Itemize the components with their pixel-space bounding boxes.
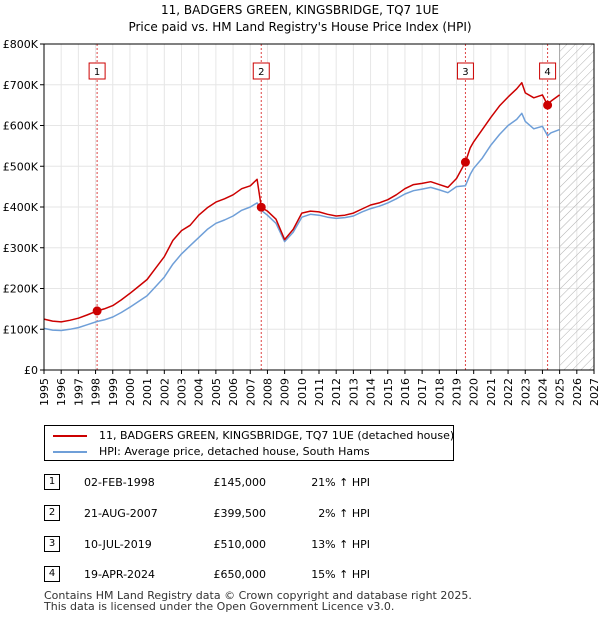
legend-label-hpi: HPI: Average price, detached house, Sout… — [99, 445, 370, 458]
x-tick-label: 1999 — [107, 378, 120, 406]
transaction-label-number: 4 — [544, 67, 550, 78]
transaction-point — [460, 157, 470, 167]
transaction-point — [92, 306, 102, 316]
x-tick-label: 2002 — [158, 378, 171, 406]
transaction-label-number: 2 — [258, 67, 264, 78]
legend-swatch-hpi — [53, 451, 87, 453]
transaction-label-box — [252, 62, 270, 80]
x-tick-label: 2014 — [365, 378, 378, 406]
transaction-hpi-change: 2% ↑ HPI — [318, 507, 370, 520]
x-tick-label: 1996 — [55, 378, 68, 406]
x-tick-label: 2011 — [313, 378, 326, 406]
transaction-label-number: 3 — [462, 67, 468, 78]
transaction-label-box — [539, 62, 557, 80]
x-tick-label: 2023 — [519, 378, 532, 406]
transaction-date: 02-FEB-1998 — [84, 476, 155, 489]
chart-subtitle: Price paid vs. HM Land Registry's House … — [128, 20, 471, 34]
x-tick-label: 2006 — [227, 378, 240, 406]
transaction-price: £399,500 — [213, 507, 267, 520]
x-tick-label: 2022 — [502, 378, 515, 406]
transaction-hpi-change: 21% ↑ HPI — [311, 476, 370, 489]
legend: 11, BADGERS GREEN, KINGSBRIDGE, TQ7 1UE … — [44, 425, 454, 461]
x-tick-label: 2004 — [193, 378, 206, 406]
forecast-region — [559, 43, 595, 371]
x-tick-label: 1995 — [38, 378, 51, 406]
y-tick-label: £700K — [3, 79, 39, 92]
x-tick-label: 1997 — [72, 378, 85, 406]
x-tick-label: 2025 — [554, 378, 567, 406]
legend-label-property: 11, BADGERS GREEN, KINGSBRIDGE, TQ7 1UE … — [99, 429, 455, 442]
y-tick-label: £400K — [3, 201, 39, 214]
transaction-price: £510,000 — [213, 538, 267, 551]
x-tick-label: 2001 — [141, 378, 154, 406]
transaction-date: 21-AUG-2007 — [84, 507, 158, 520]
y-tick-label: £600K — [3, 120, 39, 133]
transaction-label-number: 1 — [94, 67, 100, 78]
y-tick-label: £0 — [24, 364, 38, 377]
footer-copyright: Contains HM Land Registry data © Crown c… — [44, 589, 472, 602]
footer: Contains HM Land Registry data © Crown c… — [44, 590, 472, 612]
x-tick-label: 2019 — [451, 378, 464, 406]
transaction-date: 19-APR-2024 — [84, 568, 156, 581]
y-tick-label: £200K — [3, 283, 39, 296]
x-tick-label: 2021 — [485, 378, 498, 406]
y-tick-label: £800K — [3, 38, 39, 51]
x-tick-label: 2024 — [536, 378, 549, 406]
x-tick-label: 2009 — [279, 378, 292, 406]
x-tick-label: 2015 — [382, 378, 395, 406]
transaction-label-box — [456, 62, 474, 80]
transaction-label-box — [88, 62, 106, 80]
x-tick-label: 2026 — [571, 378, 584, 406]
transaction-number-badge: 2 — [44, 505, 60, 521]
x-tick-label: 2000 — [124, 378, 137, 406]
x-tick-label: 2007 — [244, 378, 257, 406]
transaction-hpi-change: 13% ↑ HPI — [311, 538, 370, 551]
x-tick-label: 2018 — [433, 378, 446, 406]
transaction-number-badge: 1 — [44, 474, 60, 490]
x-tick-label: 2008 — [261, 378, 274, 406]
transaction-date: 10-JUL-2019 — [84, 538, 152, 551]
x-tick-label: 2017 — [416, 378, 429, 406]
x-tick-label: 2010 — [296, 378, 309, 406]
chart-title: 11, BADGERS GREEN, KINGSBRIDGE, TQ7 1UE — [161, 3, 439, 17]
legend-swatch-property — [53, 435, 87, 437]
x-tick-label: 2027 — [588, 378, 600, 406]
x-tick-label: 2013 — [347, 378, 360, 406]
transaction-price: £650,000 — [213, 568, 267, 581]
x-tick-label: 2012 — [330, 378, 343, 406]
transaction-hpi-change: 15% ↑ HPI — [311, 568, 370, 581]
y-tick-label: £100K — [3, 323, 39, 336]
x-tick-label: 2020 — [468, 378, 481, 406]
x-tick-label: 1998 — [90, 378, 103, 406]
transaction-number-badge: 3 — [44, 536, 60, 552]
series-line-property — [43, 81, 561, 323]
transaction-point — [543, 100, 553, 110]
footer-licence: This data is licensed under the Open Gov… — [44, 600, 395, 613]
chart: 11, BADGERS GREEN, KINGSBRIDGE, TQ7 1UE … — [3, 3, 600, 406]
y-tick-label: £300K — [3, 242, 39, 255]
transaction-number-badge: 4 — [44, 566, 60, 582]
transaction-price: £145,000 — [213, 476, 267, 489]
series-line-hpi — [43, 112, 560, 332]
x-tick-label: 2016 — [399, 378, 412, 406]
transaction-point — [256, 202, 266, 212]
x-tick-label: 2003 — [176, 378, 189, 406]
x-tick-label: 2005 — [210, 378, 223, 406]
y-tick-label: £500K — [3, 160, 39, 173]
